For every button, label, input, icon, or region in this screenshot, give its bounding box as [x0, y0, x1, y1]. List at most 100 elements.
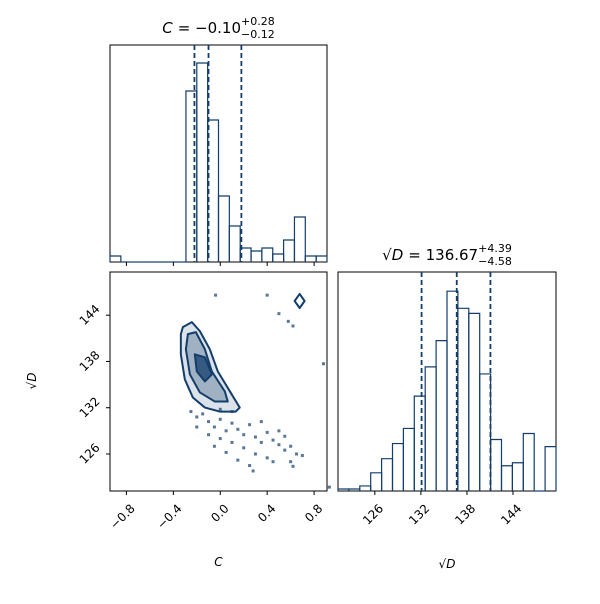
hist-bin	[424, 366, 437, 491]
sample-point	[248, 464, 252, 468]
sample-point	[224, 450, 228, 454]
sample-point	[265, 456, 269, 460]
x-tick-label: 0.4	[255, 501, 278, 524]
title-label: C	[162, 19, 173, 37]
hist-bin	[196, 62, 209, 262]
x-tick-label: 126	[360, 501, 386, 527]
sample-point	[251, 469, 255, 473]
x-tick-label: 0.0	[208, 501, 231, 524]
sample-point	[218, 437, 222, 441]
sample-point	[283, 434, 287, 438]
sample-point	[189, 410, 193, 414]
hist-bin	[479, 373, 492, 491]
hist-bin	[544, 445, 557, 491]
x-tick-label: 132	[406, 501, 432, 527]
hist-bin	[109, 255, 122, 262]
sample-point	[289, 460, 293, 464]
hist-bin	[370, 472, 383, 491]
hist-bin	[283, 239, 296, 262]
sample-point	[236, 427, 240, 431]
sample-point	[242, 446, 246, 450]
hist-bin	[359, 485, 372, 491]
sample-point	[218, 417, 222, 421]
hist-bin	[217, 195, 230, 262]
x-axis-label: √D	[439, 557, 456, 571]
hist-bin	[315, 255, 328, 262]
panel-title: √D = 136.67+4.39 −4.58	[382, 242, 512, 268]
sample-point	[230, 440, 234, 444]
hist-bin	[500, 465, 513, 491]
panel-frame	[109, 271, 328, 492]
sample-point	[271, 438, 275, 442]
sample-point	[212, 425, 216, 429]
title-lower: −0.12	[241, 28, 275, 41]
hist-bin	[304, 255, 317, 262]
title-lower: −4.58	[478, 255, 512, 268]
hist-bin	[522, 432, 535, 491]
sample-point	[259, 420, 263, 424]
hist-bin	[413, 395, 426, 491]
hist-bin	[490, 438, 503, 491]
sample-point	[277, 429, 281, 433]
sample-point	[201, 412, 205, 416]
hist-bin	[468, 312, 481, 491]
sample-point	[277, 443, 281, 447]
hist-bin	[391, 442, 404, 491]
hist-bin	[435, 340, 448, 491]
sample-point	[259, 440, 263, 444]
title-value: = 136.67	[408, 246, 478, 264]
sample-point	[224, 429, 228, 433]
y-tick-label: 132	[77, 394, 103, 420]
title-upper: +0.28	[241, 15, 275, 28]
sample-point	[242, 433, 246, 437]
sample-point	[300, 454, 304, 458]
title-label: √D	[382, 246, 403, 264]
sample-point	[295, 452, 299, 456]
y-tick-label: 126	[77, 441, 103, 467]
sample-point	[327, 485, 331, 489]
sample-point	[265, 430, 269, 434]
x-axis-label: C	[214, 555, 223, 569]
sample-point	[218, 407, 222, 411]
sample-point	[286, 319, 290, 323]
hist-bin	[381, 458, 394, 491]
hist-bin	[402, 427, 415, 491]
hist-bin	[261, 247, 274, 262]
sample-point	[236, 458, 240, 462]
x-tick-label: −0.8	[107, 501, 138, 532]
panel-title: C = −0.10+0.28 −0.12	[162, 15, 275, 41]
x-tick-label: 0.8	[302, 501, 325, 524]
contour	[293, 292, 306, 310]
y-tick-label: 144	[77, 302, 103, 328]
hist-bin	[457, 307, 470, 491]
y-tick-label: 138	[77, 348, 103, 374]
hist-bin	[272, 253, 285, 262]
hist-bin	[250, 250, 263, 262]
sample-point	[271, 460, 275, 464]
x-tick-label: 138	[452, 501, 478, 527]
contour	[193, 353, 213, 383]
hist-bin	[228, 225, 241, 262]
sample-point	[195, 415, 199, 419]
title-value: = −0.10	[178, 19, 241, 37]
sample-point	[291, 464, 295, 468]
sample-point	[283, 448, 287, 452]
sample-point	[212, 444, 216, 448]
sample-point	[214, 293, 218, 297]
y-axis-label: √D	[25, 373, 39, 390]
x-tick-label: −0.4	[154, 501, 185, 532]
hist-bin	[511, 462, 524, 491]
sample-point	[253, 435, 257, 439]
sample-point	[207, 420, 211, 424]
sample-point	[195, 425, 199, 429]
sample-point	[265, 293, 269, 297]
sample-point	[291, 324, 295, 328]
title-upper: +4.39	[478, 242, 512, 255]
sample-point	[248, 423, 252, 427]
sample-point	[253, 452, 257, 456]
x-tick-label: 144	[498, 501, 524, 527]
sample-point	[321, 362, 325, 366]
hist-bin	[293, 216, 306, 262]
sample-point	[277, 312, 281, 316]
